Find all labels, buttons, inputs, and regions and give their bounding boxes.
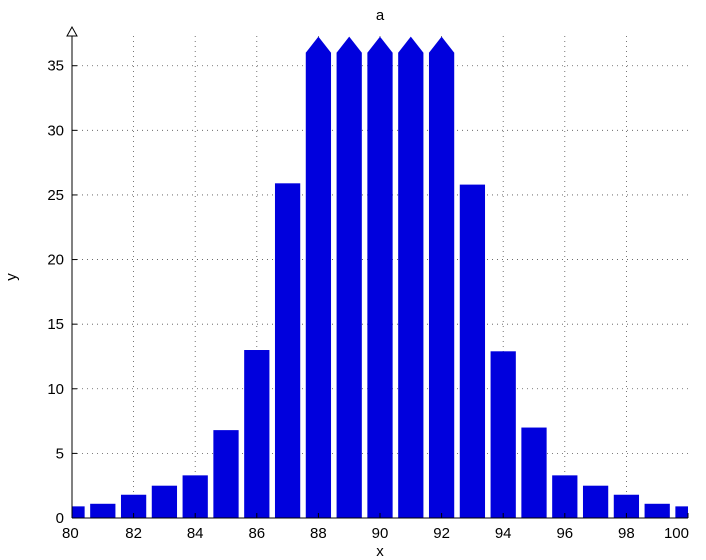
y-ticks: 0 5 10 15 20 25 30 35: [47, 58, 77, 527]
x-tick-label: 84: [187, 525, 204, 542]
bar: [367, 36, 393, 518]
x-tick-label: 94: [495, 525, 512, 542]
x-tick-label: 92: [433, 525, 450, 542]
bar: [644, 503, 670, 518]
x-tick-label: 100: [664, 525, 689, 542]
bar: [213, 430, 239, 518]
x-tick-label: 88: [310, 525, 327, 542]
y-tick-label: 25: [47, 187, 64, 204]
bar: [151, 485, 178, 518]
bar: [675, 506, 688, 518]
y-axis-arrow-icon: [66, 25, 78, 37]
x-axis-label: x: [376, 543, 384, 560]
y-axis-label: y: [3, 273, 20, 281]
bar: [274, 183, 301, 519]
bar: [398, 36, 424, 518]
x-tick-label: 90: [372, 525, 389, 542]
bar: [428, 36, 455, 518]
bar: [521, 427, 547, 518]
bar: [552, 475, 578, 518]
bar: [582, 485, 609, 518]
bar: [120, 494, 147, 518]
bar: [182, 475, 208, 518]
bar: [244, 350, 270, 518]
x-tick-label: 96: [556, 525, 573, 542]
x-tick-label: 98: [618, 525, 635, 542]
bar: [459, 184, 486, 518]
bar: [90, 503, 116, 518]
x-tick-label: 82: [125, 525, 142, 542]
bar: [305, 36, 332, 518]
y-tick-label: 0: [56, 510, 64, 527]
y-tick-label: 35: [47, 58, 64, 75]
x-tick-label: 86: [248, 525, 265, 542]
bars: [72, 36, 688, 519]
x-ticks: 80 82 84 86 88 90 92 94 96 98 100: [62, 513, 689, 542]
bar: [72, 506, 85, 518]
x-tick-label: 80: [62, 525, 79, 542]
chart-title: a: [376, 7, 385, 24]
y-tick-label: 15: [47, 316, 64, 333]
y-tick-label: 10: [47, 381, 64, 398]
bar: [613, 494, 640, 518]
y-tick-label: 5: [56, 445, 64, 462]
y-tick-label: 30: [47, 122, 64, 139]
bar: [336, 36, 362, 518]
y-tick-label: 20: [47, 252, 64, 269]
bar: [490, 351, 516, 518]
